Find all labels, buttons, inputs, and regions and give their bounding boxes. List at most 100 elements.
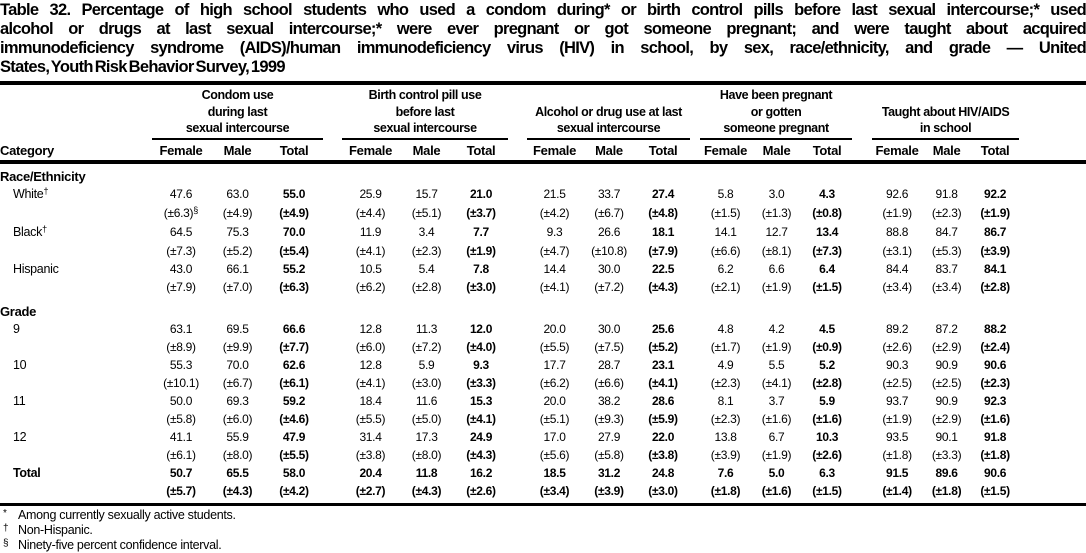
value-cell: 16.2 (469, 465, 493, 480)
ci-cell: (±4.3) (466, 447, 496, 462)
column-spacer (690, 481, 701, 506)
value-cell: 6.2 (717, 261, 734, 276)
ci-cell: (±5.1) (539, 411, 570, 426)
value-cell: 47.6 (169, 187, 193, 201)
ci-cell: (±3.1) (882, 243, 912, 258)
ci-cell: (±4.3) (210, 481, 265, 506)
value-cell: 21.0 (469, 187, 493, 201)
ci-cell: (±6.0) (355, 339, 386, 354)
value-cell: 8.1 (717, 393, 734, 408)
ci-cell: (±5.5) (279, 447, 309, 462)
value-cell: 92.3 (983, 393, 1007, 408)
title-line: Table 32. Percentage of high school stud… (0, 1, 1086, 19)
column-spacer (508, 185, 527, 204)
column-spacer (852, 223, 872, 242)
value-cell: 15.7 (415, 187, 438, 201)
value-cell: 11.9 (359, 225, 382, 239)
ci-cell: (±4.9) (222, 206, 253, 220)
column-spacer (852, 260, 872, 278)
column-spacer (323, 356, 342, 374)
ci-cell: (±8.0) (411, 447, 442, 462)
value-cell: 12.7 (765, 225, 788, 239)
value-cell: 20.0 (543, 321, 566, 336)
value-cell: 75.3 (226, 225, 249, 239)
ci-cell: (±2.6) (882, 339, 912, 354)
value-cell: 9.3 (546, 225, 563, 239)
value-cell: 38.2 (597, 393, 621, 408)
value-cell: 22.5 (651, 261, 675, 276)
value-cell: 5.5 (768, 357, 785, 372)
column-spacer (690, 87, 700, 139)
superscript-mark: † (42, 223, 48, 234)
value-cell: 90.3 (885, 357, 909, 372)
ci-cell: (±2.7) (342, 481, 400, 506)
col-header-total-alcohol-drug-use: Total (636, 138, 691, 164)
value-cell: 27.9 (597, 429, 621, 444)
value-cell: 31.2 (597, 465, 621, 480)
value-cell: 5.9 (819, 393, 835, 408)
ci-cell: (±4.2) (265, 481, 324, 506)
column-spacer (323, 446, 342, 464)
value-cell: 91.8 (983, 429, 1007, 444)
ci-cell: (±4.1) (355, 375, 386, 390)
column-spacer (323, 242, 342, 260)
ci-cell: (±2.3) (980, 375, 1010, 390)
value-cell: 55.3 (169, 357, 193, 372)
value-cell: 20.4 (359, 465, 382, 480)
ci-row-12: (±6.1) (±8.0) (±5.5) (±3.8) (±8.0) (±4.3) (±5.… (0, 446, 1086, 464)
value-cell: 4.5 (819, 321, 835, 336)
column-spacer (1019, 320, 1086, 338)
column-spacer (1019, 428, 1086, 446)
table-row-10: 10 55.3 70.0 62.6 12.8 5.9 9.3 17.7 28.7 23.1 4.9 5… (0, 356, 1086, 374)
footnote-symbol: † (3, 522, 9, 534)
column-spacer (690, 410, 700, 428)
ci-cell: (±5.8) (594, 447, 624, 462)
col-header-male-condom-use: Male (210, 138, 265, 164)
value-cell: 89.2 (885, 321, 909, 336)
value-cell: 69.3 (226, 393, 249, 408)
column-spacer (1019, 356, 1086, 374)
ci-cell: (±1.5) (812, 279, 842, 294)
ci-cell: (±9.9) (222, 339, 253, 354)
col-header-female-alcohol-drug-use: Female (527, 138, 583, 164)
value-cell: 55.0 (282, 187, 306, 201)
value-cell: 90.9 (935, 393, 958, 408)
column-spacer (690, 260, 700, 278)
footnote-text: Among currently sexually active students… (18, 507, 236, 522)
ci-cell: (±5.5) (539, 339, 570, 354)
value-cell: 10.5 (359, 261, 382, 276)
ci-row-10: (±10.1) (±6.7) (±6.1) (±4.1) (±3.0) (±3.3) (±6… (0, 374, 1086, 392)
ci-cell: (±10.8) (591, 243, 627, 258)
ci-cell: (±8.0) (222, 447, 253, 462)
value-cell: 62.6 (282, 357, 306, 372)
col-header-female-birth-control-pill-use: Female (342, 138, 400, 164)
superscript-mark: † (43, 185, 49, 196)
value-cell: 27.4 (651, 187, 675, 201)
row-label-white: White† (13, 185, 49, 201)
value-cell: 91.8 (935, 187, 958, 201)
ci-cell: (±2.8) (411, 279, 442, 294)
column-spacer (323, 138, 343, 164)
column-spacer (690, 320, 700, 338)
ci-cell: (±2.8) (980, 279, 1010, 294)
value-cell: 86.7 (983, 225, 1007, 239)
column-spacer (1019, 374, 1086, 392)
column-spacer (1019, 481, 1086, 506)
value-cell: 3.7 (768, 393, 785, 408)
row-label-10: 10 (13, 357, 27, 372)
column-spacer (323, 320, 342, 338)
value-cell: 13.4 (815, 225, 839, 239)
value-cell: 10.3 (815, 429, 839, 444)
value-cell: 41.1 (169, 429, 193, 444)
column-spacer (323, 338, 342, 356)
column-spacer (1019, 204, 1086, 223)
value-cell: 63.1 (169, 321, 193, 336)
row-label-hispanic: Hispanic (13, 261, 59, 276)
value-cell: 55.2 (282, 261, 306, 276)
ci-cell: (±4.8) (648, 206, 678, 220)
table-row-hispanic: Hispanic 43.0 66.1 55.2 10.5 5.4 7.8 14.4 30.0 22… (0, 260, 1086, 278)
ci-cell: (±7.2) (594, 279, 624, 294)
column-spacer (852, 185, 872, 204)
ci-cell: (±4.3) (399, 481, 455, 506)
ci-cell: (±2.5) (882, 375, 912, 390)
